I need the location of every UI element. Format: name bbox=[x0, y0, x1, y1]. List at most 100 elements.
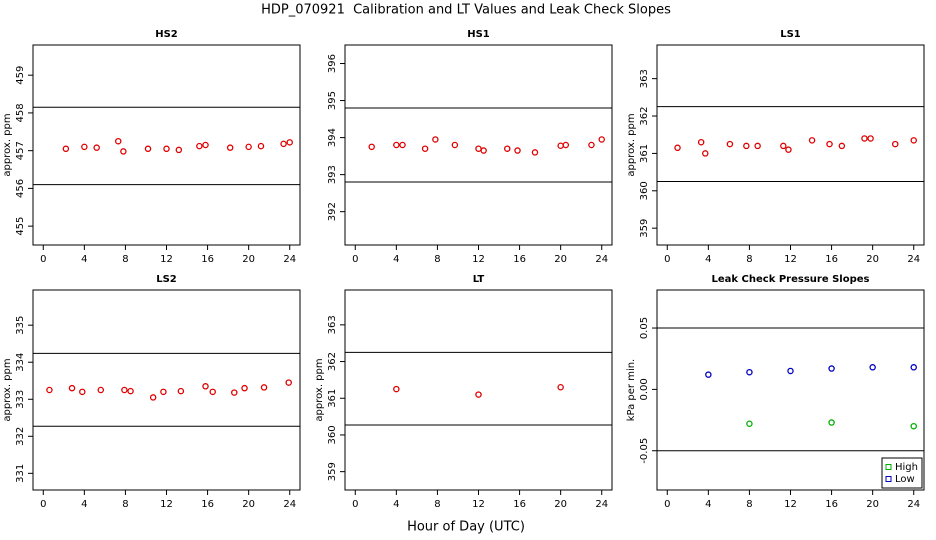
point bbox=[780, 142, 787, 150]
y-tick-label: 361 bbox=[639, 144, 650, 163]
x-tick-label: 24 bbox=[595, 254, 608, 265]
x-tick-label: 4 bbox=[705, 499, 711, 510]
point bbox=[746, 368, 753, 376]
point bbox=[697, 138, 705, 146]
point bbox=[674, 144, 681, 152]
point bbox=[257, 142, 265, 150]
x-tick-label: 12 bbox=[160, 254, 173, 265]
point bbox=[260, 384, 268, 391]
x-tick-label: 4 bbox=[393, 254, 399, 265]
point bbox=[231, 389, 238, 396]
x-tick-label: 8 bbox=[746, 254, 752, 265]
point bbox=[754, 142, 761, 150]
y-tick-label: 0.00 bbox=[639, 378, 650, 400]
y-tick-label: 361 bbox=[327, 389, 338, 408]
point bbox=[557, 383, 564, 391]
point bbox=[97, 386, 105, 394]
y-axis-label: approx. ppm bbox=[2, 113, 13, 176]
point bbox=[514, 147, 521, 154]
point bbox=[432, 136, 439, 143]
x-tick-label: 4 bbox=[393, 499, 399, 510]
point bbox=[175, 146, 183, 154]
y-tick-label: 362 bbox=[327, 352, 338, 371]
point bbox=[726, 140, 734, 148]
x-tick-label: 16 bbox=[825, 254, 838, 265]
point bbox=[910, 364, 917, 371]
point bbox=[160, 388, 167, 396]
y-tick-label: 333 bbox=[15, 390, 26, 409]
x-tick-label: 8 bbox=[434, 254, 440, 265]
point bbox=[705, 371, 712, 378]
point bbox=[702, 150, 709, 157]
point bbox=[557, 142, 564, 149]
x-tick-label: 0 bbox=[40, 254, 46, 265]
point bbox=[861, 135, 868, 142]
point bbox=[475, 145, 482, 152]
point bbox=[81, 143, 88, 151]
x-tick-label: 16 bbox=[201, 499, 214, 510]
x-tick-label: 0 bbox=[664, 254, 670, 265]
point bbox=[787, 367, 794, 375]
point bbox=[480, 147, 487, 154]
point bbox=[127, 387, 134, 395]
x-tick-label: 24 bbox=[907, 499, 920, 510]
panel-title: LT bbox=[473, 274, 485, 285]
point bbox=[163, 145, 170, 153]
point bbox=[285, 379, 292, 386]
x-tick-label: 24 bbox=[283, 254, 296, 265]
x-tick-label: 8 bbox=[434, 499, 440, 510]
x-tick-label: 20 bbox=[866, 499, 879, 510]
panel-title: Leak Check Pressure Slopes bbox=[712, 274, 870, 285]
y-tick-label: 392 bbox=[327, 202, 338, 221]
point bbox=[451, 141, 459, 149]
y-tick-label: 456 bbox=[15, 179, 26, 198]
point bbox=[241, 384, 248, 392]
x-tick-label: 20 bbox=[242, 254, 255, 265]
point bbox=[910, 137, 917, 144]
y-tick-label: -0.05 bbox=[639, 438, 650, 464]
x-tick-label: 16 bbox=[201, 254, 214, 265]
point bbox=[196, 142, 203, 150]
point bbox=[808, 137, 816, 144]
panel-title: HS1 bbox=[467, 29, 490, 40]
x-tick-label: 24 bbox=[907, 254, 920, 265]
point bbox=[504, 145, 511, 152]
y-tick-label: 455 bbox=[15, 217, 26, 236]
point bbox=[209, 388, 216, 396]
point bbox=[743, 142, 750, 150]
y-tick-label: 359 bbox=[327, 462, 338, 481]
x-tick-label: 20 bbox=[242, 499, 255, 510]
y-tick-label: 363 bbox=[639, 69, 650, 88]
point bbox=[910, 422, 917, 430]
plot-frame bbox=[344, 44, 613, 246]
point bbox=[826, 140, 833, 148]
point bbox=[149, 394, 157, 401]
legend-box bbox=[881, 457, 923, 489]
point bbox=[280, 140, 287, 148]
panel-title: LS2 bbox=[156, 274, 177, 285]
point bbox=[598, 136, 605, 143]
point bbox=[368, 143, 375, 151]
x-tick-label: 12 bbox=[472, 499, 485, 510]
x-tick-label: 0 bbox=[40, 499, 46, 510]
point bbox=[202, 383, 209, 390]
point bbox=[393, 385, 400, 393]
x-tick-label: 12 bbox=[784, 499, 797, 510]
panel-title: LS1 bbox=[780, 29, 801, 40]
x-tick-label: 24 bbox=[283, 499, 296, 510]
point bbox=[46, 386, 53, 394]
y-tick-label: 334 bbox=[15, 353, 26, 372]
legend-swatch bbox=[885, 464, 892, 470]
point bbox=[421, 145, 429, 152]
point bbox=[393, 141, 400, 149]
x-tick-label: 12 bbox=[472, 254, 485, 265]
y-tick-label: 0.05 bbox=[639, 317, 650, 339]
y-tick-label: 395 bbox=[327, 91, 338, 110]
x-tick-label: 12 bbox=[784, 254, 797, 265]
point bbox=[79, 388, 86, 396]
plot-frame bbox=[656, 44, 925, 246]
point bbox=[531, 149, 539, 156]
point bbox=[562, 141, 570, 149]
